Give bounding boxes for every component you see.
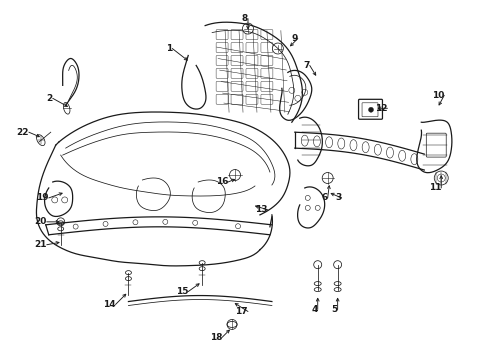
Text: 9: 9 — [291, 34, 297, 43]
Circle shape — [272, 43, 283, 54]
Circle shape — [433, 171, 447, 185]
Text: 21: 21 — [34, 240, 47, 249]
Circle shape — [368, 107, 373, 112]
Text: 17: 17 — [235, 307, 247, 316]
Text: 14: 14 — [102, 300, 115, 309]
Circle shape — [242, 23, 253, 34]
Text: 8: 8 — [241, 14, 247, 23]
Text: 12: 12 — [374, 104, 386, 113]
Text: 19: 19 — [36, 193, 49, 202]
Text: 22: 22 — [16, 128, 29, 137]
Text: 2: 2 — [46, 94, 53, 103]
Text: 3: 3 — [335, 193, 341, 202]
Circle shape — [229, 170, 240, 180]
Text: 20: 20 — [34, 217, 47, 226]
Circle shape — [226, 319, 237, 329]
Text: 7: 7 — [303, 61, 309, 70]
Text: 10: 10 — [431, 91, 443, 100]
Text: 13: 13 — [255, 206, 267, 215]
Text: 4: 4 — [311, 305, 317, 314]
Text: 16: 16 — [215, 177, 227, 186]
Text: 11: 11 — [428, 184, 440, 193]
Circle shape — [322, 172, 332, 184]
Text: 15: 15 — [175, 287, 188, 296]
Text: 18: 18 — [209, 333, 222, 342]
Text: 5: 5 — [331, 305, 337, 314]
Ellipse shape — [63, 103, 70, 114]
Text: 1: 1 — [166, 44, 172, 53]
Text: 6: 6 — [321, 193, 327, 202]
Ellipse shape — [37, 135, 45, 145]
